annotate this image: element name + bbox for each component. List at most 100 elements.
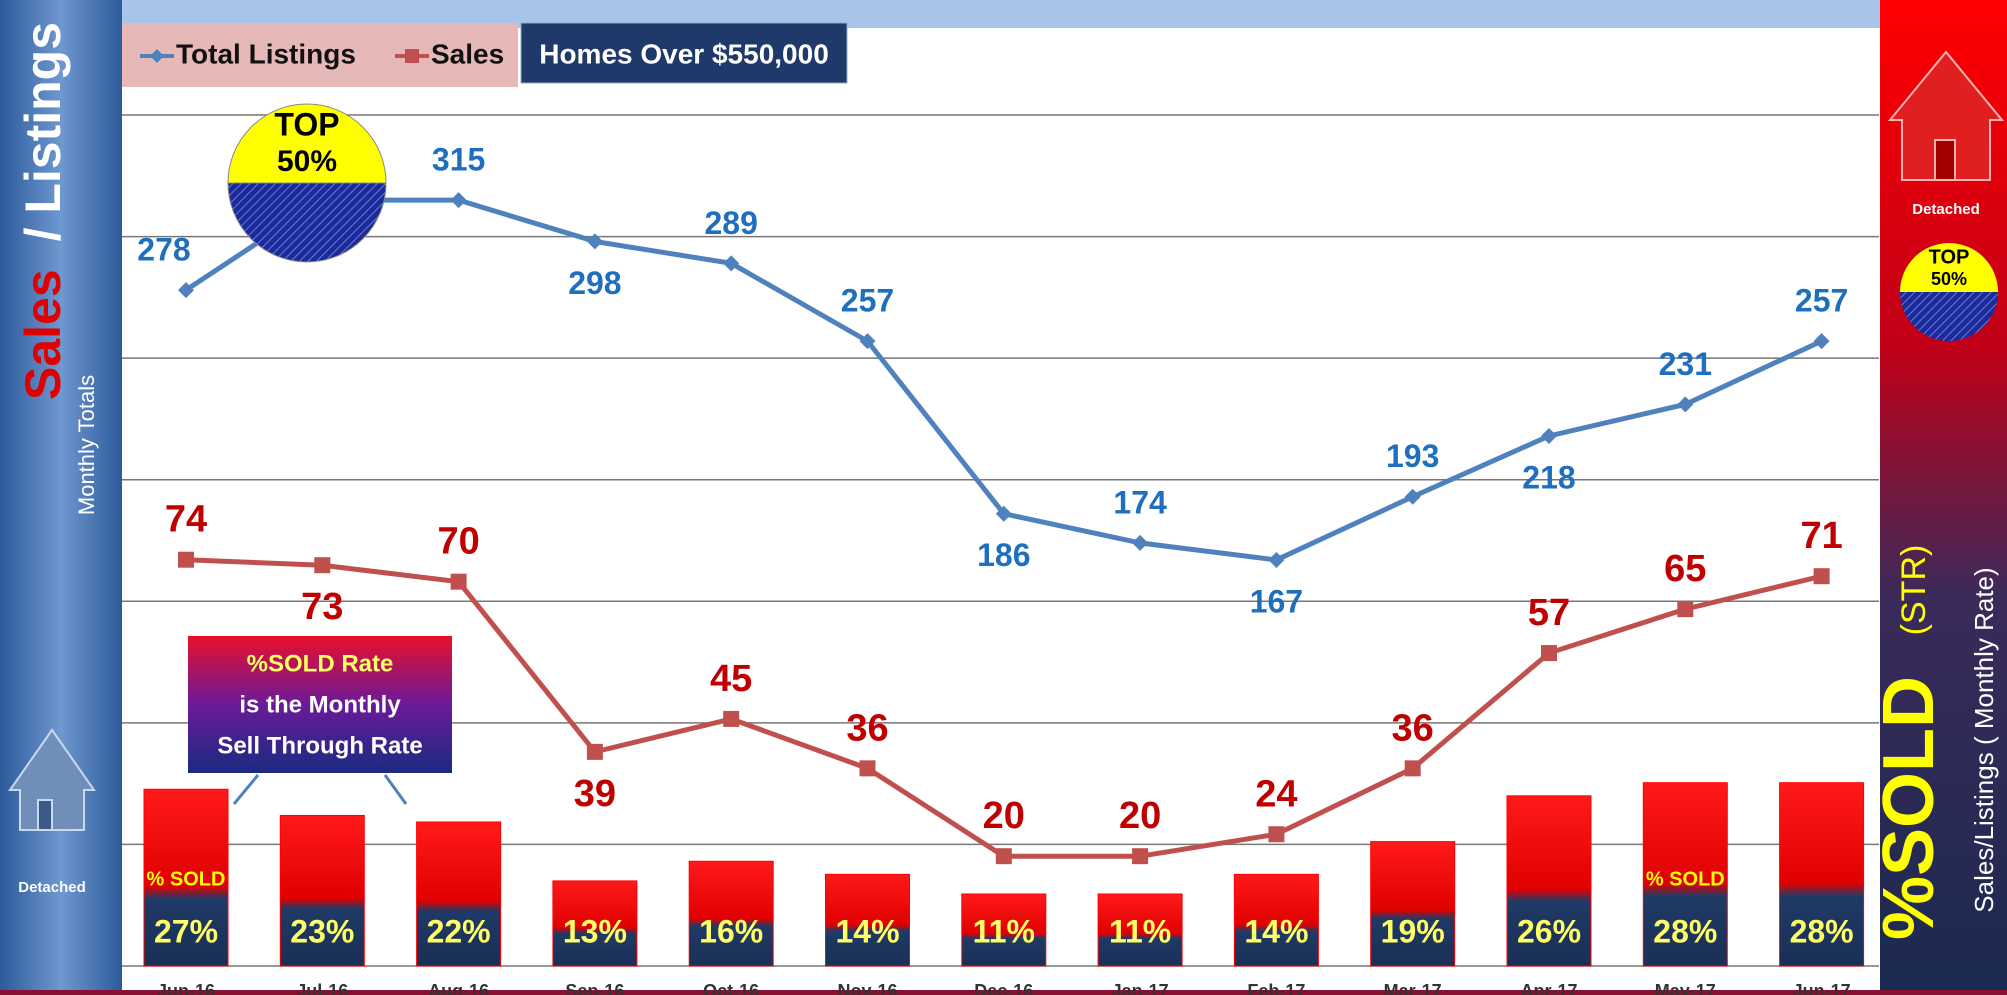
house-icon — [1887, 50, 2005, 181]
badge-text: TOP — [1929, 246, 1970, 268]
bar-value-label: 28% — [1790, 913, 1854, 949]
marker — [178, 282, 194, 299]
x-tick-label: Feb-17 — [1247, 981, 1305, 995]
marker — [995, 505, 1012, 522]
bar-value-label: 27% — [154, 913, 218, 949]
x-tick-label: Aug-16 — [428, 981, 489, 995]
badge-text: TOP — [274, 106, 339, 142]
bar — [1506, 795, 1592, 967]
marker — [1677, 396, 1694, 413]
marker — [586, 743, 603, 760]
data-label: 167 — [1250, 583, 1303, 619]
data-label: 73 — [301, 586, 343, 628]
marker — [450, 573, 467, 590]
bar — [1370, 841, 1456, 967]
callout-text: %SOLD Rate — [247, 650, 394, 677]
bar — [1097, 893, 1183, 967]
subtitle-box — [520, 22, 848, 84]
bar — [825, 873, 910, 967]
x-tick-label: Sep-16 — [565, 981, 624, 995]
badge-top — [1900, 243, 1998, 292]
bar — [1642, 782, 1728, 967]
data-label: 231 — [1659, 346, 1712, 382]
bar-tag: % SOLD — [1646, 868, 1725, 890]
y-axis-label-part: Sales — [15, 269, 71, 400]
bar-value-label: 23% — [290, 913, 354, 949]
marker — [1813, 333, 1830, 350]
data-label: 193 — [1386, 438, 1439, 474]
bar-value-label: 19% — [1381, 913, 1445, 949]
callout-box — [188, 636, 452, 773]
data-label: 71 — [1800, 515, 1842, 557]
house-icon — [8, 728, 96, 831]
badge-bottom — [1900, 292, 1998, 341]
bar-value-label: 28% — [1653, 913, 1717, 949]
legend-label: Sales — [431, 38, 504, 69]
y-axis-label-part: / Listings — [15, 22, 71, 241]
marker — [1404, 488, 1421, 505]
bars: 27% 23% 22% 13% 16% 14% 11% 11% 14% 19% 26% 28% 28%%… — [143, 782, 1865, 967]
legend-marker — [150, 49, 164, 63]
y-axis-sublabel: Monthly Totals — [74, 375, 99, 515]
bar-value-label: 14% — [1244, 913, 1308, 949]
data-label: 315 — [432, 142, 485, 178]
badge-bottom — [227, 182, 387, 263]
data-label: 39 — [574, 773, 616, 815]
x-tick-label: Dec-16 — [974, 981, 1033, 995]
bar-value-label: 22% — [427, 913, 491, 949]
legend: Total Listings Sales — [140, 38, 504, 69]
callout-text: Sell Through Rate — [217, 732, 422, 759]
data-label: 20 — [1119, 795, 1161, 837]
marker — [1268, 826, 1285, 843]
bar — [688, 860, 774, 967]
bar-value-label: 16% — [699, 913, 763, 949]
legend-box — [122, 23, 518, 87]
badge-text: 50% — [277, 145, 337, 178]
bar — [552, 880, 638, 967]
bar-value-label: 14% — [835, 913, 899, 949]
data-label: 257 — [1795, 283, 1848, 319]
data-label: 278 — [137, 232, 190, 268]
callout-arrow — [232, 774, 260, 805]
bar — [143, 788, 229, 967]
bar — [1233, 873, 1319, 967]
data-label: 186 — [977, 537, 1030, 573]
bar — [961, 893, 1047, 967]
house-label: Detached — [18, 879, 86, 896]
data-label: 289 — [705, 205, 758, 241]
x-tick-label: May-17 — [1655, 981, 1716, 995]
y2-axis-title: %SOLD — [1869, 676, 1949, 940]
x-tick-label: Jun-17 — [1793, 981, 1851, 995]
marker — [1132, 534, 1149, 551]
marker — [178, 551, 194, 568]
legend-label: Total Listings — [176, 38, 356, 69]
marker — [859, 333, 876, 350]
x-tick-label: Oct-16 — [703, 981, 759, 995]
data-label: 36 — [846, 707, 888, 749]
x-tick-label: Jan-17 — [1112, 981, 1169, 995]
marker — [1541, 427, 1557, 444]
bar-value-label: 11% — [973, 913, 1035, 949]
y2-axis-sublabel: Sales/Listings ( Monthly Rate) — [1969, 567, 1999, 912]
x-tick-label: Jun-16 — [157, 981, 215, 995]
marker — [995, 848, 1012, 865]
marker — [1132, 848, 1149, 865]
data-label: 74 — [165, 499, 207, 541]
bar — [416, 821, 502, 967]
data-label: 174 — [1113, 484, 1167, 520]
y-axis-label: Sales / Listings — [15, 22, 71, 400]
bar-value-label: 26% — [1517, 913, 1581, 949]
subtitle: Homes Over $550,000 — [539, 38, 829, 69]
bar — [279, 814, 365, 967]
bar — [1779, 782, 1865, 967]
bar-value-label: 11% — [1109, 913, 1171, 949]
data-label: 70 — [437, 521, 479, 563]
callout-text: is the Monthly — [239, 691, 401, 718]
data-label: 20 — [983, 795, 1025, 837]
badge-top — [227, 103, 387, 184]
x-tick-label: Nov-16 — [837, 981, 897, 995]
x-tick-label: Mar-17 — [1384, 981, 1442, 995]
y2-axis-label: (STR) — [1895, 545, 1933, 636]
marker — [723, 255, 740, 272]
